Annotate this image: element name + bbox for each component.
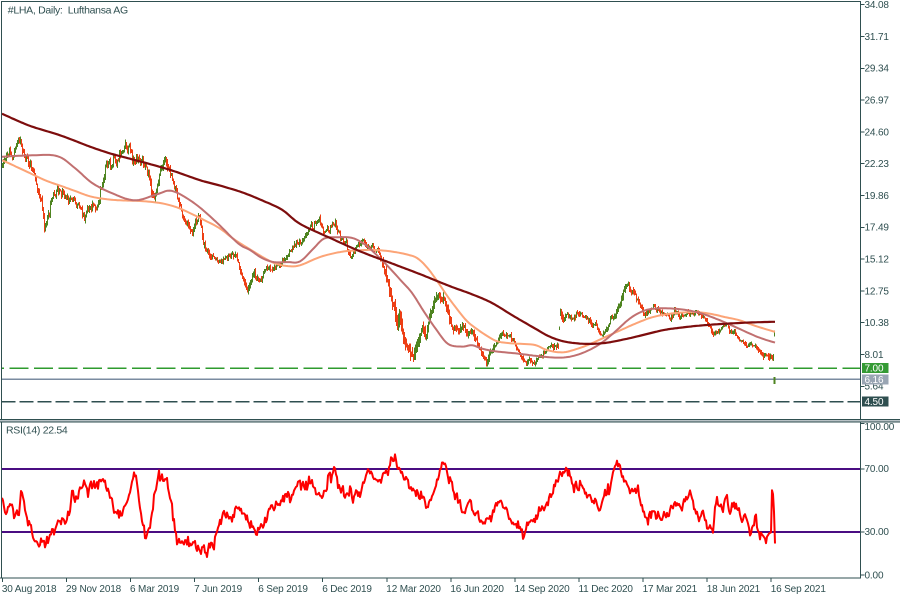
svg-text:29.34: 29.34 bbox=[865, 64, 890, 75]
svg-text:70.00: 70.00 bbox=[865, 464, 890, 475]
svg-text:100.00: 100.00 bbox=[865, 422, 895, 433]
svg-text:0.00: 0.00 bbox=[865, 570, 884, 581]
svg-text:22.23: 22.23 bbox=[865, 159, 890, 170]
svg-text:12.75: 12.75 bbox=[865, 286, 890, 297]
svg-text:8.01: 8.01 bbox=[865, 350, 884, 361]
svg-text:15.12: 15.12 bbox=[865, 255, 890, 266]
svg-text:24.60: 24.60 bbox=[865, 127, 890, 138]
svg-text:6 Dec 2019: 6 Dec 2019 bbox=[322, 584, 372, 595]
svg-text:12 Mar 2020: 12 Mar 2020 bbox=[386, 584, 441, 595]
svg-text:6.16: 6.16 bbox=[865, 375, 884, 386]
svg-text:#LHA, Daily: Lufthansa AG: #LHA, Daily: Lufthansa AG bbox=[8, 5, 128, 17]
svg-text:6 Mar 2019: 6 Mar 2019 bbox=[130, 584, 180, 595]
svg-text:17.49: 17.49 bbox=[865, 223, 890, 234]
svg-text:18 Jun 2021: 18 Jun 2021 bbox=[707, 584, 761, 595]
svg-text:6 Sep 2019: 6 Sep 2019 bbox=[258, 584, 308, 595]
svg-text:30 Aug 2018: 30 Aug 2018 bbox=[2, 584, 57, 595]
svg-text:14 Sep 2020: 14 Sep 2020 bbox=[515, 584, 571, 595]
svg-text:10.38: 10.38 bbox=[865, 318, 890, 329]
svg-text:31.71: 31.71 bbox=[865, 32, 890, 43]
svg-text:29 Nov 2018: 29 Nov 2018 bbox=[66, 584, 122, 595]
svg-text:30.00: 30.00 bbox=[865, 527, 890, 538]
svg-text:4.50: 4.50 bbox=[865, 397, 884, 408]
svg-text:7 Jun 2019: 7 Jun 2019 bbox=[194, 584, 243, 595]
svg-text:7.00: 7.00 bbox=[865, 364, 884, 375]
svg-text:17 Mar 2021: 17 Mar 2021 bbox=[643, 584, 698, 595]
svg-text:RSI(14) 22.54: RSI(14) 22.54 bbox=[6, 425, 68, 437]
svg-text:19.86: 19.86 bbox=[865, 191, 890, 202]
svg-text:26.97: 26.97 bbox=[865, 96, 890, 107]
svg-text:16 Sep 2021: 16 Sep 2021 bbox=[771, 584, 827, 595]
svg-text:34.08: 34.08 bbox=[865, 0, 890, 11]
svg-text:5.64: 5.64 bbox=[865, 382, 884, 393]
svg-text:11 Dec 2020: 11 Dec 2020 bbox=[579, 584, 634, 595]
svg-text:16 Jun 2020: 16 Jun 2020 bbox=[450, 584, 504, 595]
